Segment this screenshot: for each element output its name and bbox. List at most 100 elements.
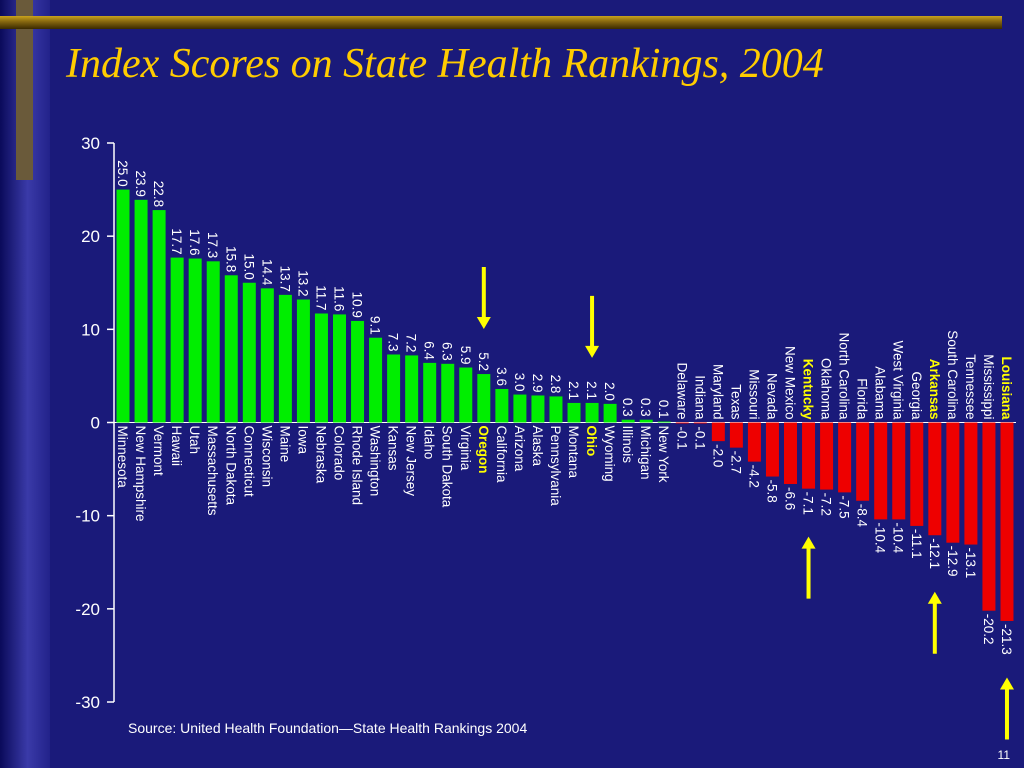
value-label: -12.1: [927, 538, 942, 569]
bar-texas: [729, 422, 743, 448]
value-label: -10.4: [873, 522, 888, 553]
category-label: Alaska: [530, 426, 545, 467]
category-label: New York: [656, 426, 671, 483]
bar-indiana: [693, 422, 707, 424]
value-label: 15.0: [241, 253, 256, 279]
bar-idaho: [423, 362, 437, 423]
category-label: Georgia: [909, 371, 924, 420]
bar-florida: [856, 422, 870, 501]
y-tick-label: 10: [81, 320, 100, 339]
category-label: Oklahoma: [819, 358, 834, 420]
bar-colorado: [333, 314, 346, 423]
category-label: Iowa: [295, 426, 310, 455]
category-label: Pennsylvania: [548, 426, 563, 507]
category-label: New Mexico: [783, 346, 798, 420]
value-label: -2.0: [710, 444, 725, 467]
value-label: -5.8: [764, 480, 779, 503]
category-label: Wyoming: [602, 426, 617, 482]
value-label: 17.6: [187, 229, 202, 255]
category-label: Idaho: [422, 426, 437, 460]
value-label: 0.3: [620, 398, 635, 417]
value-label: -7.5: [837, 495, 852, 518]
bar-new-hampshire: [134, 199, 148, 423]
top-gold-rule: [0, 16, 1002, 29]
value-label: 22.8: [151, 181, 166, 207]
category-label: North Dakota: [223, 426, 238, 506]
value-label: 23.9: [133, 171, 148, 197]
bar-california: [495, 388, 509, 423]
category-label: Maine: [277, 426, 292, 463]
y-tick-label: 0: [91, 414, 100, 433]
bar-new-york: [657, 421, 671, 423]
category-label: Tennessee: [963, 354, 978, 419]
bar-michigan: [639, 419, 653, 423]
value-label: -20.2: [981, 614, 996, 645]
top-rule-cap: [1002, 16, 1024, 29]
bar-missouri: [747, 422, 761, 462]
category-label: Florida: [855, 378, 870, 420]
value-label: 10.9: [350, 292, 365, 318]
y-tick-label: 30: [81, 134, 100, 153]
category-label: South Carolina: [945, 330, 960, 420]
category-label: Vermont: [151, 426, 166, 477]
category-label: Nebraska: [313, 426, 328, 484]
category-label: Michigan: [638, 426, 653, 480]
bar-mississippi: [982, 422, 996, 611]
bar-nebraska: [314, 313, 328, 423]
bar-rhode-island: [351, 320, 365, 423]
value-label: -0.1: [692, 426, 707, 449]
bar-south-dakota: [441, 363, 455, 423]
category-label: Virginia: [458, 426, 473, 471]
value-label: -7.2: [819, 493, 834, 516]
bar-wisconsin: [260, 288, 274, 423]
category-label: Illinois: [620, 426, 635, 464]
bar-oregon: [477, 374, 491, 423]
value-label: 0.3: [638, 398, 653, 417]
highlight-arrow-oregon: [476, 267, 491, 330]
bar-south-carolina: [946, 422, 960, 543]
value-label: 2.1: [584, 381, 599, 400]
bar-west-virginia: [892, 422, 906, 520]
bar-washington: [369, 337, 383, 423]
category-label: South Dakota: [440, 426, 455, 508]
bar-kentucky: [802, 422, 816, 489]
value-label: -4.2: [746, 465, 761, 488]
value-label: 6.3: [440, 342, 455, 361]
category-label: Ohio: [584, 426, 599, 457]
bar-hawaii: [170, 257, 184, 423]
highlight-arrow-kentucky: [801, 536, 816, 599]
source-note: Source: United Health Foundation—State H…: [128, 720, 528, 736]
value-label: 2.0: [602, 382, 617, 401]
value-label: 2.9: [530, 374, 545, 393]
value-label: -10.4: [891, 522, 906, 553]
category-label: North Carolina: [837, 332, 852, 420]
bar-montana: [567, 402, 581, 423]
category-label: Delaware: [674, 362, 689, 419]
value-label: 13.7: [277, 266, 292, 292]
bar-north-dakota: [224, 275, 238, 423]
category-label: Indiana: [692, 375, 707, 420]
category-label: Connecticut: [241, 426, 256, 498]
category-label: Minnesota: [115, 426, 130, 489]
bar-massachusetts: [206, 261, 220, 423]
value-label: 5.2: [476, 352, 491, 371]
value-label: 3.6: [494, 367, 509, 386]
bar-kansas: [387, 354, 401, 423]
slide-title: Index Scores on State Health Rankings, 2…: [66, 41, 824, 87]
value-label: 6.4: [422, 341, 437, 360]
category-label: Louisiana: [999, 356, 1014, 420]
value-label: 14.4: [259, 259, 274, 286]
bar-connecticut: [242, 282, 256, 423]
value-label: 17.3: [205, 232, 220, 258]
left-decor-accent: [16, 0, 33, 180]
bar-illinois: [621, 419, 635, 423]
value-label: 2.8: [548, 375, 563, 394]
value-label: -6.6: [783, 487, 798, 510]
value-label: 2.1: [566, 381, 581, 400]
bar-alaska: [531, 395, 545, 423]
category-label: Kansas: [386, 426, 401, 471]
value-label: -7.1: [801, 492, 816, 515]
value-label: -0.1: [674, 426, 689, 449]
category-label: Colorado: [332, 426, 347, 481]
category-label: New Jersey: [404, 426, 419, 497]
